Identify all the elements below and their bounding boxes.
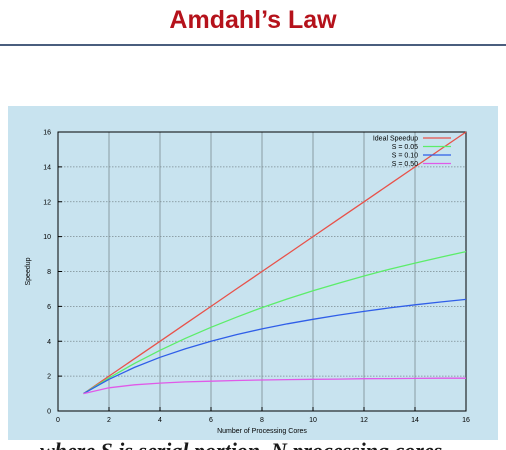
y-tick-label: 14: [43, 164, 51, 171]
legend-label: Ideal Speedup: [373, 136, 418, 143]
x-tick-label: 10: [309, 417, 317, 424]
y-tick-label: 4: [47, 339, 51, 346]
legend-label: S = 0.05: [392, 144, 418, 151]
y-tick-label: 12: [43, 199, 51, 206]
x-tick-label: 4: [158, 417, 162, 424]
series-line-2: [83, 298, 467, 395]
x-tick-label: 16: [462, 417, 470, 424]
speedup-chart: 0 2 4 6 8 10 12 14 16 0 2 4 6 8 10 12 14 16 Ideal Speedup…: [25, 130, 470, 436]
x-tick-label: 14: [411, 417, 419, 424]
chart-panel: 0 2 4 6 8 10 12 14 16 0 2 4 6 8 10 12 14 16 Ideal Speedup…: [8, 106, 498, 440]
x-tick-label: 6: [209, 417, 213, 424]
y-tick-label: 10: [43, 234, 51, 241]
y-tick-label: 6: [47, 304, 51, 311]
x-tick-label: 12: [360, 417, 368, 424]
legend-label: S = 0.10: [392, 153, 418, 160]
series-line-3: [83, 377, 466, 395]
legend-label: S = 0.50: [392, 161, 418, 168]
slide-body-text-cutoff: where S is serial portion, N processing …: [40, 436, 506, 450]
y-tick-label: 16: [43, 130, 51, 137]
y-axis-label: Speedup: [25, 257, 32, 285]
y-tick-label: 0: [47, 409, 51, 416]
x-tick-label: 0: [56, 417, 60, 424]
axis-ticks: 0 2 4 6 8 10 12 14 16 0 2 4 6 8 10 12 14 16: [43, 130, 470, 425]
x-tick-label: 2: [107, 417, 111, 424]
y-tick-label: 8: [47, 269, 51, 276]
slide-title: Amdahl’s Law: [169, 6, 337, 34]
x-axis-label: Number of Processing Cores: [217, 428, 307, 435]
series-line-1: [83, 250, 467, 395]
x-tick-label: 8: [260, 417, 264, 424]
y-tick-label: 2: [47, 374, 51, 381]
series-lines: [83, 131, 467, 395]
series-line-0: [83, 131, 467, 395]
title-divider: [0, 44, 506, 46]
